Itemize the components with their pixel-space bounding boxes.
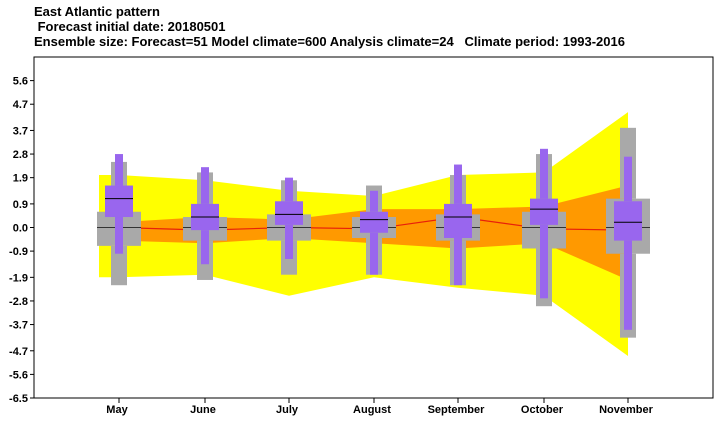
x-tick-label: November <box>599 404 654 416</box>
x-tick-label: September <box>428 404 486 416</box>
forecast-upper-whisker <box>540 148 548 199</box>
forecast-box <box>105 185 133 218</box>
model-climate-lower-whisker <box>111 245 127 286</box>
forecast-box <box>444 203 472 238</box>
forecast-lower-whisker <box>285 224 293 259</box>
x-tick-label: July <box>276 404 299 416</box>
y-tick-label: -6.5 <box>9 393 28 405</box>
forecast-upper-whisker <box>115 154 123 186</box>
chart-subtitle: Forecast initial date: 20180501 <box>34 19 226 34</box>
y-tick-label: 0.9 <box>13 199 28 211</box>
forecast-lower-whisker <box>624 240 632 330</box>
x-tick-label: August <box>353 404 391 416</box>
forecast-box <box>360 211 388 233</box>
forecast-lower-whisker <box>540 224 548 299</box>
forecast-upper-whisker <box>285 177 293 202</box>
forecast-upper-whisker <box>624 156 632 202</box>
chart-info: Ensemble size: Forecast=51 Model climate… <box>34 34 625 49</box>
forecast-lower-whisker <box>454 237 462 286</box>
y-tick-label: 0.0 <box>13 223 28 235</box>
chart-title: East Atlantic pattern <box>34 4 160 19</box>
forecast-lower-whisker <box>115 217 123 254</box>
forecast-lower-whisker <box>370 232 378 275</box>
forecast-upper-whisker <box>454 164 462 204</box>
y-tick-label: 1.9 <box>13 173 28 185</box>
forecast-box <box>530 198 558 225</box>
forecast-lower-whisker <box>201 230 209 265</box>
forecast-upper-whisker <box>201 167 209 204</box>
y-tick-label: 4.7 <box>13 99 28 111</box>
forecast-box <box>275 201 303 225</box>
chart-header: East Atlantic pattern Forecast initial d… <box>34 4 625 49</box>
y-tick-label: -3.7 <box>9 320 28 332</box>
y-tick-label: 5.6 <box>13 76 28 88</box>
y-tick-label: -0.9 <box>9 246 28 258</box>
y-tick-label: -2.8 <box>9 296 28 308</box>
y-tick-label: 3.7 <box>13 125 28 137</box>
y-tick-label: -1.9 <box>9 272 28 284</box>
x-tick-label: October <box>521 404 564 416</box>
y-tick-label: -5.6 <box>9 369 28 381</box>
forecast-box <box>614 201 642 241</box>
x-tick-label: June <box>190 404 216 416</box>
box-plot-boxes <box>97 127 650 338</box>
y-tick-label: -4.7 <box>9 346 28 358</box>
y-tick-label: 2.8 <box>13 149 28 161</box>
axes: 5.6 4.7 3.7 2.8 1.9 0.9 0.0 -0.9 -1.9 -2.8 -3.7 -4.… <box>9 56 714 416</box>
x-tick-label: May <box>106 404 128 416</box>
forecast-upper-whisker <box>370 190 378 212</box>
